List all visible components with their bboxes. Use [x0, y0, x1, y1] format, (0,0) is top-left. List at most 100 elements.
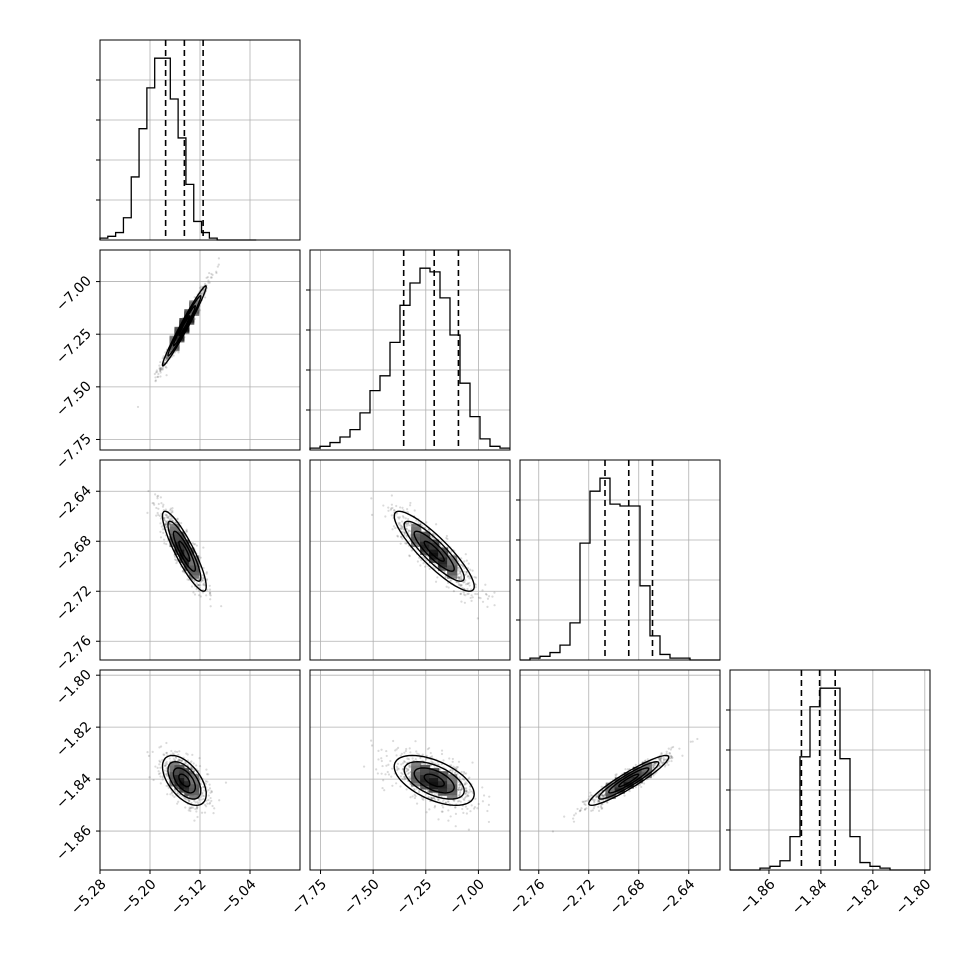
plot-frame: [309, 459, 511, 661]
scatter-point: [479, 597, 482, 600]
scatter-point: [409, 751, 412, 754]
scatter-point: [429, 764, 433, 767]
scatter-point: [208, 584, 211, 587]
scatter-point: [437, 798, 440, 801]
scatter-point: [473, 806, 477, 809]
scatter-point: [429, 751, 432, 755]
scatter-point: [177, 758, 181, 761]
scatter-point: [392, 525, 396, 528]
scatter-point: [403, 533, 406, 537]
scatter-point: [413, 788, 416, 792]
scatter-point: [201, 578, 204, 581]
scatter-point: [208, 593, 211, 596]
scatter-point: [414, 795, 417, 798]
scatter-point: [176, 518, 179, 521]
scatter-point: [623, 794, 626, 797]
scatter-point: [463, 782, 466, 786]
scatter-point: [171, 507, 174, 510]
scatter-point: [159, 782, 162, 785]
scatter-point: [174, 750, 177, 753]
scatter-point: [208, 591, 212, 594]
scatter-point: [162, 538, 166, 541]
scatter-point: [191, 753, 194, 756]
scatter-point: [578, 810, 581, 813]
scatter-point: [200, 811, 204, 814]
scatter-point: [199, 595, 202, 598]
scatter-point: [160, 502, 163, 505]
scatter-point: [452, 765, 455, 768]
scatter-point: [192, 768, 195, 771]
scatter-point: [435, 523, 438, 526]
scatter-point: [457, 788, 460, 791]
scatter-point: [192, 591, 195, 594]
scatter-point: [203, 789, 206, 792]
scatter-point: [209, 594, 212, 597]
scatter-point: [461, 777, 464, 780]
scatter-point: [400, 763, 403, 766]
scatter-point: [169, 522, 172, 525]
scatter-point: [447, 809, 450, 812]
scatter-point: [422, 798, 425, 801]
scatter-point: [457, 788, 460, 791]
scatter-point: [200, 285, 203, 288]
scatter-point: [166, 515, 169, 518]
scatter-point: [424, 565, 427, 568]
panel-content: [100, 460, 300, 660]
scatter-point: [159, 772, 162, 775]
scatter-point: [203, 282, 207, 285]
scatter-point: [476, 807, 479, 810]
scatter-point: [387, 763, 390, 766]
scatter-point: [156, 495, 159, 498]
scatter-point: [487, 595, 491, 598]
scatter-point: [157, 513, 160, 516]
x-tick-label: −1.82: [841, 876, 883, 918]
scatter-point: [399, 506, 402, 509]
scatter-point: [394, 749, 397, 752]
scatter-point: [176, 791, 180, 795]
scatter-point: [457, 559, 460, 563]
scatter-point: [195, 588, 198, 591]
x-tick-label: −2.68: [607, 876, 649, 918]
scatter-point: [159, 760, 162, 764]
scatter-point: [455, 767, 458, 770]
scatter-point: [156, 766, 159, 769]
scatter-point: [689, 740, 692, 743]
scatter-point: [162, 753, 165, 756]
scatter-point: [177, 753, 180, 756]
panel-content: [310, 460, 510, 660]
scatter-panel-3-2: [519, 669, 721, 871]
density-cell: [189, 774, 200, 785]
x-tick-label: −7.75: [288, 876, 330, 918]
scatter-point: [662, 756, 665, 760]
scatter-point: [404, 770, 408, 773]
scatter-point: [584, 803, 587, 806]
scatter-point: [162, 503, 165, 506]
histogram-step-line: [99, 57, 257, 241]
scatter-point: [148, 776, 151, 779]
scatter-point: [202, 583, 205, 586]
scatter-point: [465, 812, 468, 815]
scatter-point: [600, 804, 603, 807]
scatter-point: [158, 514, 161, 518]
contour-line: [403, 760, 465, 800]
scatter-point: [396, 762, 400, 765]
scatter-point: [411, 795, 414, 798]
scatter-point: [206, 588, 209, 591]
scatter-point: [396, 769, 399, 772]
scatter-point: [210, 789, 213, 793]
scatter-point: [176, 560, 179, 563]
scatter-point: [405, 747, 408, 751]
scatter-point: [162, 355, 165, 358]
scatter-point: [471, 761, 474, 764]
scatter-point: [165, 356, 168, 360]
scatter-point: [370, 744, 374, 747]
histogram-panel-1: [306, 249, 511, 451]
plot-background: [520, 460, 720, 660]
x-tick-label: −5.04: [218, 876, 260, 918]
scatter-point: [398, 523, 401, 526]
scatter-point: [465, 583, 468, 586]
y-tick-label: −7.75: [53, 431, 95, 473]
scatter-point: [404, 523, 407, 526]
scatter-point: [592, 807, 595, 810]
scatter-point: [491, 595, 494, 598]
